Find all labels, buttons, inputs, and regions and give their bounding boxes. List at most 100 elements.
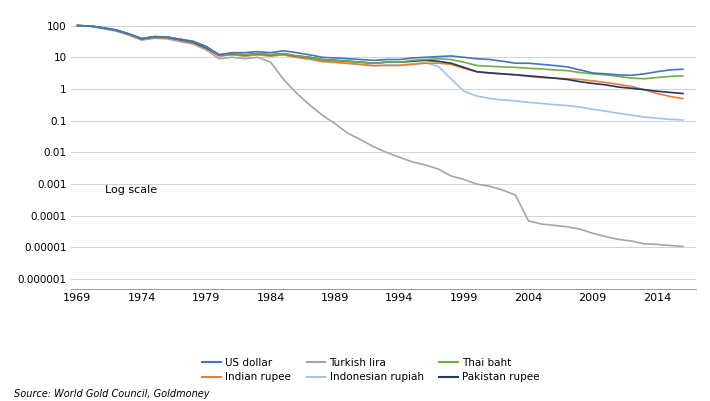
Turkish lira: [112, 29, 121, 34]
Thai baht: [369, 61, 378, 66]
Indonesian rupiah: [473, 93, 481, 98]
Indian rupee: [293, 55, 301, 60]
US dollar: [99, 25, 107, 30]
Indian rupee: [537, 75, 545, 80]
Turkish lira: [421, 162, 430, 167]
Thai baht: [383, 60, 391, 65]
US dollar: [266, 50, 275, 55]
US dollar: [344, 56, 352, 61]
Pakistan rupee: [356, 60, 365, 65]
Pakistan rupee: [293, 54, 301, 59]
Thai baht: [473, 63, 481, 68]
Turkish lira: [176, 39, 185, 44]
Thai baht: [356, 60, 365, 65]
Turkish lira: [241, 56, 249, 61]
US dollar: [511, 61, 520, 66]
Indian rupee: [331, 60, 339, 65]
Thai baht: [189, 39, 197, 44]
Pakistan rupee: [459, 65, 468, 70]
Turkish lira: [356, 138, 365, 142]
Thai baht: [511, 65, 520, 70]
Turkish lira: [189, 42, 197, 47]
Pakistan rupee: [473, 69, 481, 74]
US dollar: [241, 50, 249, 55]
Line: Thai baht: Thai baht: [77, 26, 683, 79]
Indian rupee: [498, 71, 507, 76]
Turkish lira: [163, 36, 172, 41]
Indonesian rupiah: [293, 55, 301, 60]
US dollar: [524, 61, 532, 66]
Pakistan rupee: [447, 61, 455, 66]
Indonesian rupiah: [653, 116, 662, 121]
Turkish lira: [627, 239, 635, 243]
Pakistan rupee: [589, 81, 597, 86]
Indian rupee: [215, 54, 224, 59]
Pakistan rupee: [421, 58, 430, 63]
US dollar: [576, 67, 584, 72]
Thai baht: [202, 45, 211, 49]
Pakistan rupee: [550, 76, 558, 81]
Pakistan rupee: [112, 28, 121, 33]
US dollar: [305, 53, 314, 57]
Pakistan rupee: [318, 57, 327, 62]
Indian rupee: [563, 76, 572, 81]
US dollar: [112, 27, 121, 32]
Indian rupee: [434, 61, 442, 66]
Indian rupee: [305, 56, 314, 61]
Indian rupee: [151, 35, 159, 40]
Pakistan rupee: [395, 60, 404, 65]
Indian rupee: [550, 76, 558, 81]
Turkish lira: [138, 38, 146, 43]
Indonesian rupiah: [640, 115, 648, 119]
Thai baht: [112, 28, 121, 33]
US dollar: [498, 59, 507, 64]
US dollar: [279, 49, 288, 53]
Indonesian rupiah: [459, 89, 468, 93]
US dollar: [627, 73, 635, 78]
US dollar: [293, 50, 301, 55]
Pakistan rupee: [266, 53, 275, 57]
Thai baht: [279, 51, 288, 56]
Turkish lira: [305, 102, 314, 107]
Thai baht: [293, 54, 301, 59]
US dollar: [550, 63, 558, 68]
Indonesian rupiah: [537, 101, 545, 106]
Pakistan rupee: [383, 60, 391, 65]
Turkish lira: [601, 234, 610, 239]
Turkish lira: [266, 60, 275, 65]
Indian rupee: [421, 61, 430, 66]
US dollar: [151, 34, 159, 39]
Turkish lira: [640, 241, 648, 246]
Indonesian rupiah: [434, 64, 442, 69]
Turkish lira: [151, 36, 159, 41]
Indonesian rupiah: [421, 61, 430, 65]
Turkish lira: [447, 174, 455, 178]
Pakistan rupee: [305, 55, 314, 60]
US dollar: [331, 56, 339, 61]
Legend: US dollar, Indian rupee, Turkish lira, Indonesian rupiah, Thai baht, Pakistan ru: US dollar, Indian rupee, Turkish lira, I…: [198, 354, 544, 387]
Indonesian rupiah: [498, 97, 507, 102]
Indian rupee: [112, 28, 121, 33]
Thai baht: [408, 58, 417, 63]
US dollar: [163, 35, 172, 40]
Indonesian rupiah: [189, 40, 197, 45]
Indian rupee: [679, 96, 687, 101]
Indian rupee: [666, 94, 674, 99]
Indonesian rupiah: [138, 37, 146, 42]
Pakistan rupee: [614, 85, 623, 89]
Turkish lira: [344, 131, 352, 136]
Indian rupee: [202, 46, 211, 51]
Thai baht: [498, 65, 507, 69]
Pakistan rupee: [253, 51, 262, 56]
Indian rupee: [614, 82, 623, 87]
Indian rupee: [459, 66, 468, 71]
Pakistan rupee: [125, 32, 133, 36]
Pakistan rupee: [653, 89, 662, 93]
Turkish lira: [293, 91, 301, 95]
US dollar: [356, 57, 365, 62]
Indonesian rupiah: [511, 99, 520, 103]
Indonesian rupiah: [524, 100, 532, 105]
Indian rupee: [640, 87, 648, 92]
Indonesian rupiah: [112, 28, 121, 33]
Thai baht: [253, 51, 262, 56]
